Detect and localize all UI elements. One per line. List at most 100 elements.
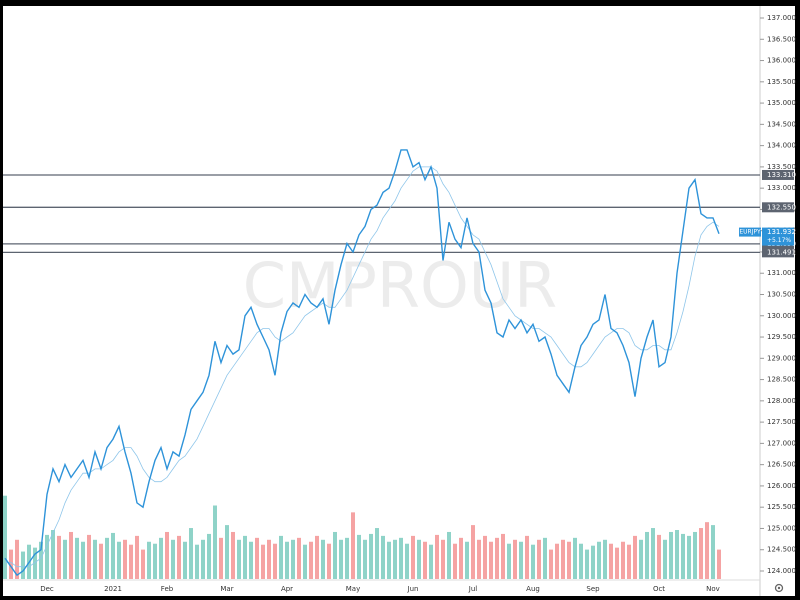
volume-bar — [261, 544, 265, 579]
volume-bar — [669, 531, 673, 579]
volume-bar — [705, 522, 709, 579]
settings-icon[interactable] — [774, 583, 784, 593]
y-tick-label: 133.000 — [767, 184, 796, 192]
volume-bar — [123, 539, 127, 579]
y-tick-label: 125.000 — [767, 524, 796, 532]
y-tick-label: 137.000 — [767, 14, 796, 22]
volume-bar — [147, 541, 151, 579]
symbol-tag — [739, 227, 761, 237]
y-tick-label: 128.500 — [767, 376, 796, 384]
volume-bar — [225, 525, 229, 579]
volume-bar — [177, 535, 181, 579]
y-tick-label: 124.500 — [767, 546, 796, 554]
volume-bar — [63, 539, 67, 579]
y-tick-label: 131.000 — [767, 269, 796, 277]
x-tick-label: Apr — [281, 585, 293, 593]
volume-bar — [9, 549, 13, 579]
volume-bar — [315, 535, 319, 579]
y-tick-label: 128.000 — [767, 397, 796, 405]
volume-bar — [165, 531, 169, 579]
volume-bar — [399, 537, 403, 579]
volume-bar — [243, 535, 247, 579]
volume-bar — [153, 543, 157, 579]
volume-bar — [513, 539, 517, 579]
volume-bar — [75, 537, 79, 579]
volume-bar — [381, 535, 385, 579]
y-tick-label: 127.000 — [767, 439, 796, 447]
volume-bar — [699, 528, 703, 579]
volume-bar — [195, 544, 199, 579]
volume-bar — [3, 495, 7, 579]
volume-bar — [363, 539, 367, 579]
volume-bar — [627, 544, 631, 579]
volume-bar — [33, 547, 37, 579]
level-label: 133.310 — [767, 171, 796, 179]
last-price-label: 131.932 — [767, 228, 796, 236]
volume-bar — [387, 541, 391, 579]
x-tick-label: 2021 — [104, 585, 122, 593]
volume-bar — [291, 539, 295, 579]
volume-bar — [51, 530, 55, 579]
y-tick-label: 127.500 — [767, 418, 796, 426]
volume-bar — [393, 539, 397, 579]
volume-bar — [309, 541, 313, 579]
y-tick-label: 129.000 — [767, 354, 796, 362]
volume-bar — [579, 543, 583, 579]
volume-bar — [183, 541, 187, 579]
volume-bar — [57, 535, 61, 579]
watermark: CMPROUR — [243, 249, 558, 322]
volume-bar — [423, 541, 427, 579]
y-tick-label: 135.500 — [767, 78, 796, 86]
volume-bar — [561, 539, 565, 579]
volume-bar — [273, 543, 277, 579]
volume-bar — [297, 537, 301, 579]
volume-bar — [69, 531, 73, 579]
volume-bar — [591, 545, 595, 579]
x-tick-label: Aug — [526, 585, 540, 593]
chart-background — [3, 6, 795, 596]
volume-bar — [267, 539, 271, 579]
volume-bar — [615, 547, 619, 579]
volume-bar — [609, 543, 613, 579]
volume-bar — [207, 533, 211, 579]
y-tick-label: 134.500 — [767, 120, 796, 128]
x-tick-label: Jun — [407, 585, 419, 593]
volume-bar — [357, 534, 361, 579]
y-tick-label: 125.500 — [767, 503, 796, 511]
volume-bar — [543, 537, 547, 579]
volume-bar — [645, 531, 649, 579]
last-price-tag — [762, 227, 794, 246]
level-tag — [762, 169, 794, 180]
volume-bar — [129, 544, 133, 579]
volume-bar — [711, 525, 715, 579]
x-tick-label: Mar — [220, 585, 233, 593]
volume-bar — [567, 541, 571, 579]
volume-bar — [99, 543, 103, 579]
volume-bar — [351, 512, 355, 579]
volume-bar — [81, 541, 85, 579]
volume-bar — [21, 551, 25, 579]
volume-bar — [687, 535, 691, 579]
x-tick-label: Nov — [706, 585, 720, 593]
volume-bar — [87, 534, 91, 579]
volume-bar — [15, 539, 19, 579]
volume-bar — [495, 537, 499, 579]
volume-bar — [231, 531, 235, 579]
volume-bar — [285, 541, 289, 579]
volume-bar — [675, 530, 679, 579]
y-tick-label: 130.500 — [767, 291, 796, 299]
volume-bar — [465, 541, 469, 579]
volume-bar — [693, 531, 697, 579]
y-tick-label: 134.000 — [767, 142, 796, 150]
x-tick-label: May — [346, 585, 360, 593]
volume-bar — [135, 535, 139, 579]
volume-bar — [459, 537, 463, 579]
x-tick-label: Feb — [161, 585, 174, 593]
volume-bar — [441, 539, 445, 579]
volume-bar — [159, 537, 163, 579]
volume-bar — [93, 539, 97, 579]
volume-bar — [279, 535, 283, 579]
volume-bar — [213, 505, 217, 579]
volume-bar — [375, 528, 379, 579]
